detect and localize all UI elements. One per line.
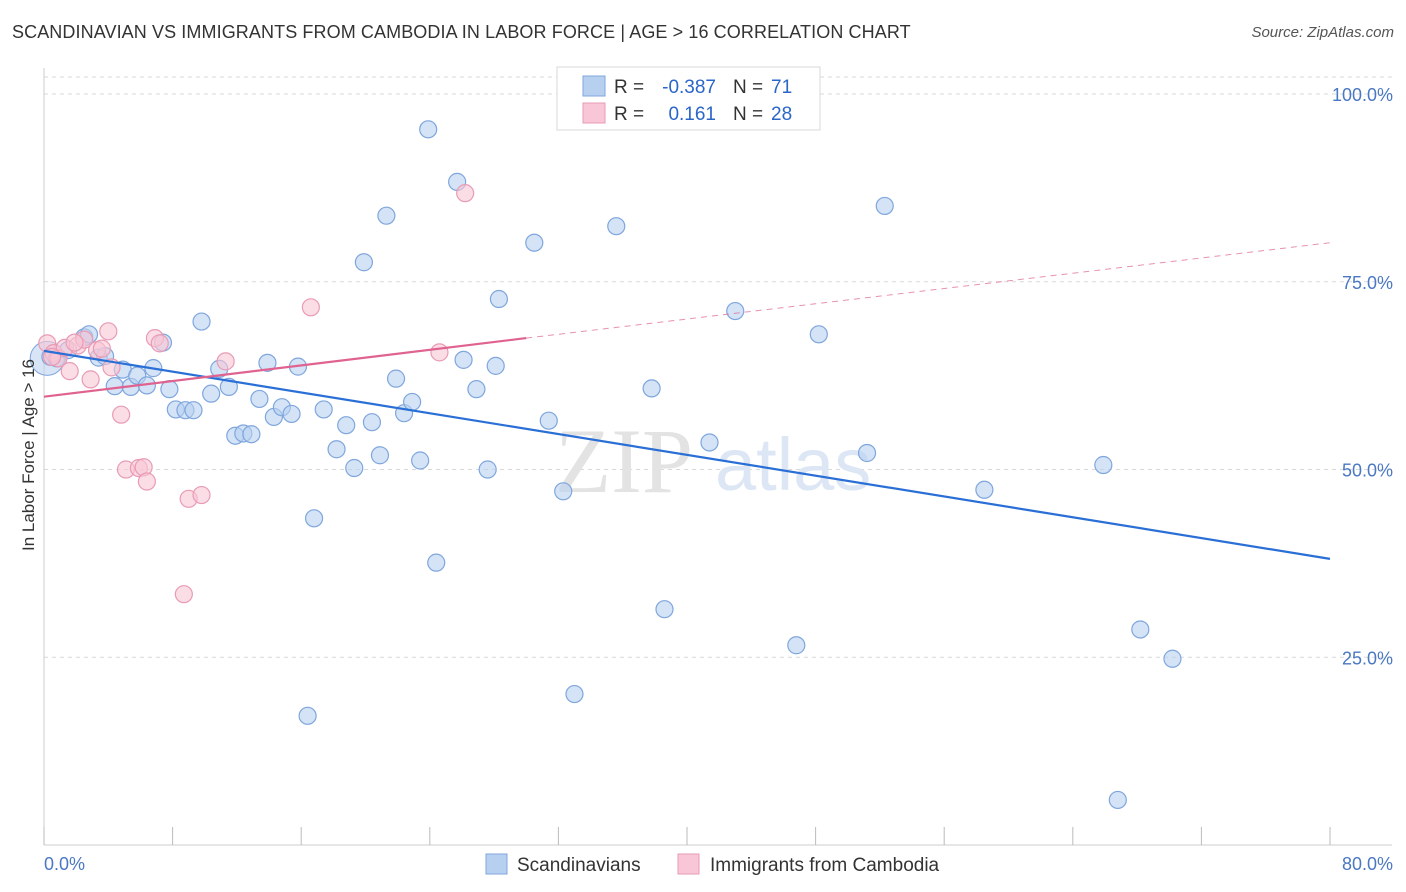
- cambodia-point: [112, 405, 131, 424]
- watermark-zip: ZIP: [555, 410, 693, 512]
- y-axis-label: In Labor Force | Age > 16: [19, 359, 38, 551]
- scandinavian-point: [314, 400, 333, 419]
- scandinavian-point: [539, 411, 558, 430]
- legend-top: R = -0.387 N = 71 R = 0.161 N = 28: [556, 66, 821, 131]
- watermark-atlas: atlas: [715, 423, 871, 506]
- scandinavian-point: [403, 392, 422, 412]
- bottom-legend-label-scandinavians: Scandinavians: [517, 855, 641, 876]
- scandinavian-point: [642, 379, 661, 398]
- cambodia-point: [192, 485, 211, 505]
- scandinavian-point: [219, 377, 238, 397]
- cambodia-point: [81, 370, 100, 389]
- y-tick-label: 25.0%: [1342, 648, 1393, 668]
- grid-layer: [44, 76, 1392, 658]
- scandinavian-point: [525, 233, 544, 252]
- y-tick-label: 75.0%: [1342, 273, 1393, 293]
- bottom-legend-label-cambodia: Immigrants from Cambodia: [710, 855, 940, 876]
- cambodia-point: [150, 334, 169, 353]
- trend-layer: [43, 242, 1331, 560]
- scandinavian-point: [202, 384, 221, 403]
- scandinavian-point: [1108, 790, 1127, 810]
- legend-swatch-blue: [582, 75, 606, 97]
- x-tick-label-min: 0.0%: [44, 854, 85, 874]
- scandinavian-point: [700, 433, 719, 452]
- legend-n-value-1: 71: [771, 77, 792, 98]
- scandinavian-point: [565, 684, 584, 704]
- tick-labels: 25.0% 50.0% 75.0% 100.0% 0.0% 80.0%: [44, 85, 1393, 874]
- scandinavian-point: [386, 369, 406, 388]
- scandinavian-point: [105, 377, 124, 396]
- legend-r-label-2: R =: [614, 104, 644, 125]
- scandinavian-point: [282, 404, 301, 424]
- scandinavian-point: [478, 460, 497, 479]
- scandinavian-point: [427, 553, 446, 572]
- scandinavian-point: [337, 416, 356, 435]
- legend-bottom: Scandinavians Immigrants from Cambodia: [485, 853, 940, 876]
- scandinavian-point: [975, 480, 994, 499]
- scandinavian-point: [726, 301, 745, 321]
- scandinavian-point: [554, 482, 573, 501]
- x-tick-label-max: 80.0%: [1342, 854, 1393, 874]
- scandinavian-point: [354, 253, 373, 272]
- y-tick-label: 100.0%: [1332, 85, 1393, 105]
- legend-swatch-pink: [582, 102, 606, 124]
- scandinavian-point: [362, 413, 382, 432]
- scandinavian-point: [242, 425, 261, 444]
- scandinavian-point: [787, 636, 806, 655]
- cambodia-point: [430, 343, 449, 362]
- scandinavian-point: [298, 706, 317, 725]
- scandinavian-point: [467, 380, 486, 399]
- bottom-legend-swatch-pink: [677, 853, 700, 875]
- chart-title: SCANDINAVIAN VS IMMIGRANTS FROM CAMBODIA…: [12, 22, 911, 42]
- scandinavian-point: [419, 120, 438, 139]
- cambodia-point: [174, 585, 193, 604]
- cambodia-trend-extension: [526, 242, 1331, 339]
- scandinavian-point: [489, 289, 509, 309]
- watermark: ZIP atlas: [555, 410, 871, 512]
- cambodia-point: [60, 362, 79, 381]
- scandinavian-point: [486, 356, 505, 375]
- cambodia-point: [92, 339, 111, 358]
- scandinavian-point: [345, 458, 364, 478]
- cambodia-point: [301, 298, 320, 317]
- scandinavian-point: [327, 440, 346, 459]
- legend-n-label-2: N =: [733, 104, 763, 125]
- scandinavian-point: [192, 312, 211, 331]
- legend-n-value-2: 28: [771, 104, 792, 125]
- axes-layer: [43, 68, 1392, 846]
- cambodia-trend-line: [43, 336, 527, 398]
- cambodia-point: [216, 352, 235, 371]
- scandinavian-point: [1163, 649, 1182, 668]
- scandinavian-point: [1094, 455, 1113, 475]
- legend-r-value-1: -0.387: [662, 77, 716, 98]
- scandinavian-point: [377, 206, 396, 225]
- scandinavian-point: [454, 350, 473, 369]
- scandinavian-point: [1131, 620, 1150, 639]
- y-tick-label: 50.0%: [1342, 461, 1393, 481]
- cambodia-point: [99, 322, 118, 341]
- scandinavian-point: [875, 196, 894, 216]
- scandinavian-point: [370, 446, 390, 465]
- legend-r-value-2: 0.161: [668, 104, 716, 125]
- scandinavian-trend-line: [43, 349, 1331, 560]
- scandinavian-point: [250, 389, 269, 409]
- legend-n-label-1: N =: [733, 77, 763, 98]
- scandinavian-point: [411, 451, 430, 470]
- scandinavian-point: [607, 217, 626, 236]
- cambodia-point: [456, 184, 475, 203]
- scandinavian-point: [304, 509, 324, 528]
- scandinavian-point: [184, 401, 203, 420]
- cambodia-point: [137, 472, 156, 491]
- legend-r-label-1: R =: [614, 77, 644, 98]
- bottom-legend-swatch-blue: [485, 853, 508, 875]
- cambodia-point: [65, 333, 84, 352]
- scandinavian-point: [857, 443, 877, 463]
- chart-source: Source: ZipAtlas.com: [1251, 24, 1394, 41]
- scandinavian-point: [655, 600, 674, 619]
- scandinavian-point: [809, 325, 828, 344]
- points-layer: [29, 120, 1182, 810]
- scandinavian-point: [258, 353, 277, 372]
